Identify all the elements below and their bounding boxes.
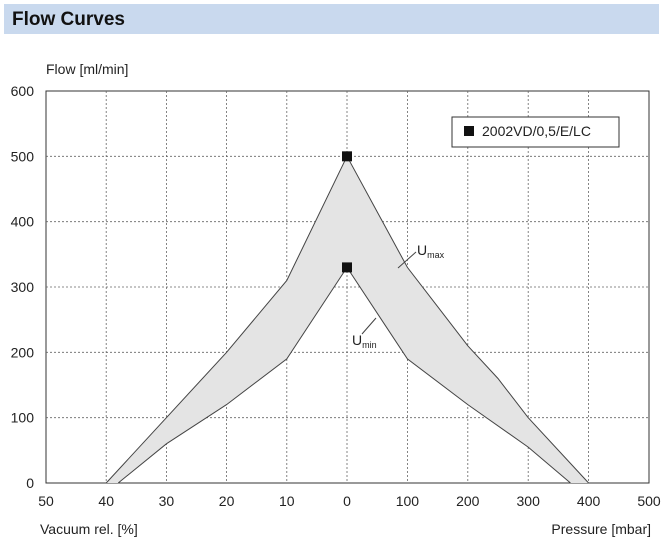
y-tick-label: 300 (11, 279, 35, 295)
title-bar: Flow Curves (4, 4, 659, 34)
flow-band (106, 156, 589, 484)
x-tick-label-pressure: 500 (637, 493, 661, 509)
x-tick-label-vacuum: 0 (343, 493, 351, 509)
y-tick-label: 600 (11, 83, 35, 99)
x-tick-label-vacuum: 20 (219, 493, 235, 509)
x-axis-label-pressure: Pressure [mbar] (551, 521, 651, 537)
legend-entry: 2002VD/0,5/E/LC (482, 123, 591, 139)
y-tick-label: 400 (11, 214, 35, 230)
data-marker (342, 151, 352, 162)
y-tick-label: 500 (11, 148, 35, 164)
legend-marker-square (464, 126, 474, 136)
legend: 2002VD/0,5/E/LC (451, 116, 620, 148)
data-markers (342, 151, 352, 273)
series-line-umax (105, 155, 589, 484)
umax-leader-line (397, 251, 417, 269)
x-tick-label-pressure: 400 (577, 493, 601, 509)
umin-leader-line (361, 317, 377, 335)
data-marker (342, 262, 352, 273)
y-axis-label: Flow [ml/min] (46, 61, 128, 77)
page-title: Flow Curves (12, 9, 125, 30)
y-tick-label: 200 (11, 344, 35, 360)
x-axis-label-vacuum: Vacuum rel. [%] (40, 521, 138, 537)
legend-box (451, 116, 620, 148)
x-tick-label-vacuum: 50 (38, 493, 54, 509)
x-tick-label-vacuum: 10 (279, 493, 295, 509)
y-tick-label: 0 (26, 475, 34, 491)
x-tick-label-pressure: 300 (517, 493, 541, 509)
y-tick-label: 100 (11, 410, 35, 426)
x-tick-label-pressure: 200 (456, 493, 480, 509)
x-tick-label-vacuum: 40 (98, 493, 114, 509)
umin-label: Umin (352, 332, 377, 350)
x-tick-label-pressure: 100 (396, 493, 420, 509)
x-tick-label-vacuum: 30 (159, 493, 175, 509)
umax-label: Umax (417, 242, 445, 260)
